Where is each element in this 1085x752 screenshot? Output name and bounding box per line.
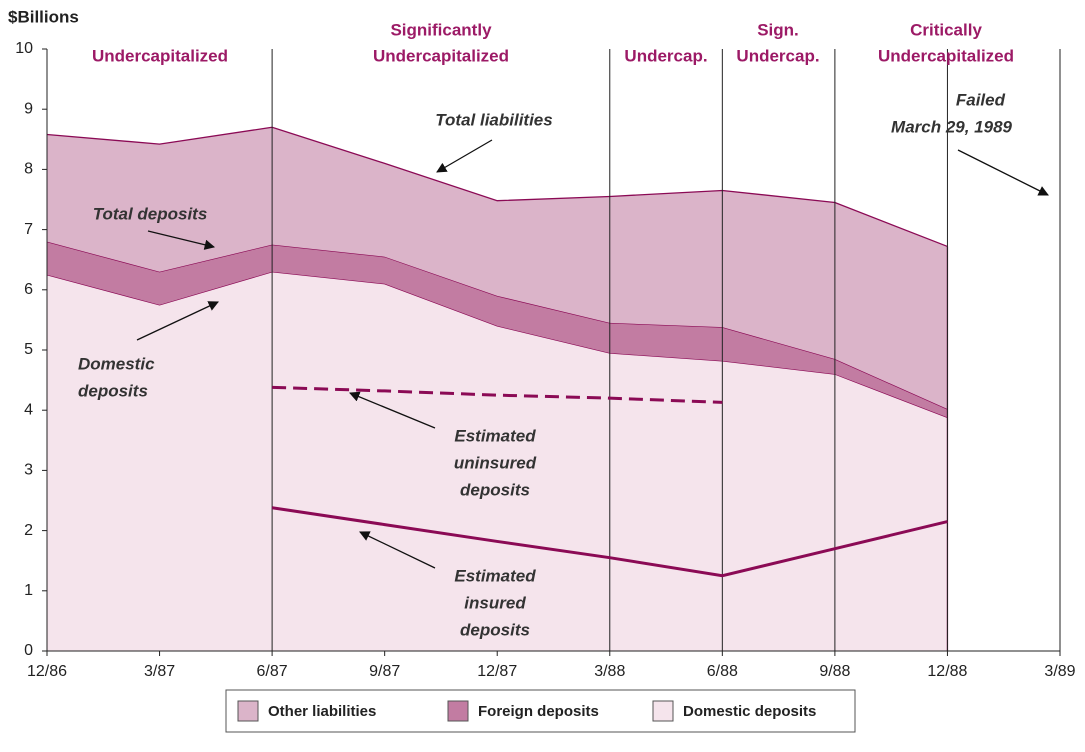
- y-tick-label: 10: [15, 40, 33, 57]
- x-tick-label: 6/87: [257, 663, 288, 680]
- region-label: Undercap.: [624, 46, 707, 65]
- y-tick-label: 9: [24, 100, 33, 117]
- legend-swatch: [447, 700, 469, 722]
- y-tick-label: 1: [24, 582, 33, 599]
- x-tick-label: 3/88: [594, 663, 625, 680]
- region-label: Sign.: [757, 20, 799, 39]
- legend-label: Other liabilities: [268, 703, 376, 720]
- region-label: Undercapitalized: [92, 46, 228, 65]
- arrow: [957, 149, 1049, 196]
- legend-box: [225, 689, 856, 733]
- arrow: [359, 531, 436, 569]
- annotation: deposits: [460, 480, 530, 499]
- x-tick-label: 3/87: [144, 663, 175, 680]
- area-edge: [46, 126, 948, 248]
- annotation: Total liabilities: [435, 110, 552, 129]
- arrow: [436, 139, 493, 173]
- annotation: insured: [464, 593, 526, 612]
- annotation: Total deposits: [93, 204, 208, 223]
- y-tick-label: 0: [24, 642, 33, 659]
- annotation: uninsured: [454, 453, 537, 472]
- x-tick-label: 9/88: [819, 663, 850, 680]
- legend-label: Foreign deposits: [478, 703, 599, 720]
- arrow: [136, 301, 219, 341]
- y-tick-label: 3: [24, 462, 33, 479]
- plot: [46, 49, 1061, 652]
- region-label: Critically: [910, 20, 982, 39]
- legend-swatch: [237, 700, 259, 722]
- arrow: [349, 391, 436, 429]
- annotation: Estimated: [454, 566, 536, 585]
- area-edge: [46, 271, 948, 419]
- x-tick-label: 12/87: [477, 663, 517, 680]
- y-tick-label: 4: [24, 401, 33, 418]
- y-tick-label: 6: [24, 281, 33, 298]
- x-tick-label: 6/88: [707, 663, 738, 680]
- annotation: deposits: [460, 620, 530, 639]
- x-tick-label: 3/89: [1044, 663, 1075, 680]
- annotation: Failed: [956, 90, 1006, 109]
- region-label: Significantly: [390, 20, 492, 39]
- annotation: Domestic: [78, 354, 155, 373]
- y-tick-label: 5: [24, 341, 33, 358]
- y-tick-label: 2: [24, 522, 33, 539]
- y-axis-title: $Billions: [8, 7, 79, 26]
- x-tick-label: 12/86: [27, 663, 67, 680]
- arrow: [147, 230, 216, 250]
- region-label: Undercapitalized: [373, 46, 509, 65]
- legend-swatch: [652, 700, 674, 722]
- y-tick-label: 7: [24, 221, 33, 238]
- annotation: Estimated: [454, 426, 536, 445]
- line: [272, 385, 723, 404]
- annotation-arrows: [136, 139, 1049, 569]
- region-label: Undercap.: [736, 46, 819, 65]
- region-label: Undercapitalized: [878, 46, 1014, 65]
- x-tick-label: 12/88: [927, 663, 967, 680]
- annotation: March 29, 1989: [891, 117, 1013, 136]
- line: [271, 506, 948, 578]
- legend-label: Domestic deposits: [683, 703, 816, 720]
- y-tick-label: 8: [24, 161, 33, 178]
- annotation: deposits: [78, 381, 148, 400]
- x-tick-label: 9/87: [369, 663, 400, 680]
